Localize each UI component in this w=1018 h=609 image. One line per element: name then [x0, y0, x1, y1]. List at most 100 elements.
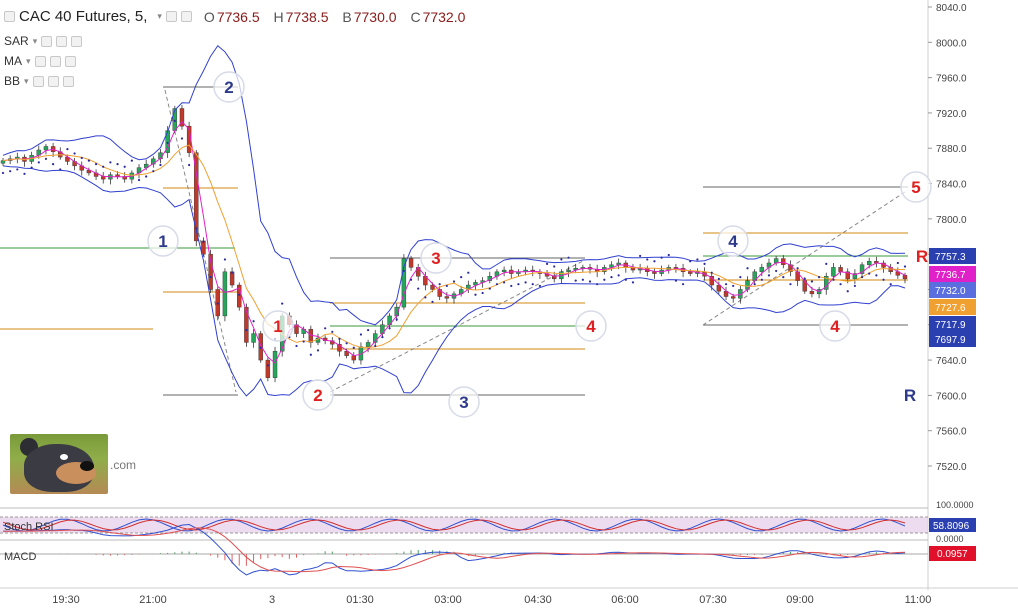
y-tick-label: 7840.0	[936, 180, 967, 191]
candle-body	[86, 170, 92, 174]
sar-dot	[223, 258, 227, 261]
candle-body	[716, 284, 722, 292]
symbol-title: CAC 40 Futures, 5,	[19, 8, 148, 25]
close-icon[interactable]	[64, 55, 76, 67]
sar-dot	[188, 163, 191, 167]
x-tick-label: 07:30	[699, 594, 727, 606]
sar-dot	[553, 265, 556, 268]
sar-dot	[259, 346, 262, 349]
chevron-down-icon[interactable]: ▾	[26, 55, 31, 66]
sar-dot	[445, 284, 448, 288]
sar-dot	[696, 258, 699, 261]
chevron-down-icon[interactable]: ▾	[157, 11, 162, 21]
sar-dot	[467, 271, 470, 274]
chevron-down-icon[interactable]: ▾	[32, 35, 38, 46]
sar-dot	[23, 172, 26, 175]
sar-dot	[245, 328, 248, 332]
close-icon[interactable]	[71, 35, 83, 47]
sar-dot	[9, 170, 12, 173]
sar-dot	[388, 327, 391, 330]
sar-dot	[474, 293, 477, 296]
eye-icon[interactable]	[41, 35, 53, 47]
candle-body	[365, 342, 371, 348]
gear-icon[interactable]	[47, 75, 59, 87]
sar-dot	[417, 287, 420, 290]
sar-dot	[503, 281, 506, 284]
candle-body	[688, 271, 693, 274]
price-label: 7757.3	[935, 252, 966, 263]
macd-value-bg	[929, 546, 976, 561]
sar-dot	[324, 327, 327, 330]
sar-dot	[116, 163, 119, 166]
close-icon[interactable]	[62, 75, 74, 87]
indicator-bb[interactable]: BB ▾	[4, 74, 74, 88]
sar-dot	[703, 262, 706, 265]
sar-dot	[452, 280, 456, 283]
candle-body	[616, 262, 621, 265]
gear-icon[interactable]	[56, 35, 68, 47]
candle-body	[344, 351, 349, 356]
sar-dot	[266, 364, 269, 367]
candle-body	[473, 282, 478, 286]
sar-dot	[409, 278, 413, 281]
sar-dot	[624, 278, 627, 281]
y-tick-label: 7600.0	[936, 391, 967, 402]
indicator-sar[interactable]: SAR ▾	[4, 34, 83, 48]
eye-icon[interactable]	[32, 75, 44, 87]
eye-icon[interactable]	[34, 55, 46, 67]
candle-body	[229, 271, 235, 286]
sar-dot	[52, 163, 55, 166]
wave-label: 3	[459, 393, 468, 412]
price-label-bg	[929, 331, 976, 347]
sar-dot	[868, 272, 871, 275]
sar-dot	[238, 293, 241, 296]
sar-dot	[488, 287, 491, 290]
price-label: 7717.9	[935, 320, 966, 331]
stoch-tick: 0.0000	[936, 534, 964, 544]
sar-dot	[617, 274, 620, 277]
wave-label: R	[916, 247, 928, 266]
wave-label-circle	[302, 379, 334, 411]
sar-dot	[603, 278, 606, 281]
sar-dot	[123, 165, 126, 168]
sar-dot	[44, 157, 48, 160]
candle-body	[0, 160, 6, 164]
wave-label: 2	[313, 386, 322, 405]
sar-dot	[596, 283, 599, 286]
gear-icon[interactable]	[49, 55, 61, 67]
x-tick-label: 21:00	[139, 594, 167, 606]
price-label: 7727.6	[935, 303, 966, 314]
price-label-bg	[929, 266, 976, 282]
sar-dot	[775, 269, 778, 273]
stoch-value-bg	[929, 518, 976, 532]
sar-dot	[137, 178, 141, 182]
sar-dot	[803, 277, 806, 280]
sar-dot	[782, 276, 785, 279]
candle-body	[272, 351, 278, 378]
wave-label-circle	[448, 386, 480, 418]
sar-dot	[903, 265, 907, 268]
chevron-down-icon[interactable]: ▾	[24, 75, 29, 86]
indicator-label: MA	[4, 54, 22, 68]
trend-line	[164, 89, 237, 393]
gear-icon[interactable]	[180, 11, 192, 22]
sar-dot	[839, 283, 842, 286]
wave-label: 2	[224, 78, 233, 97]
collapse-button[interactable]	[4, 11, 15, 22]
candle-body	[501, 269, 507, 273]
candle-body	[845, 271, 850, 280]
candle-body	[351, 355, 356, 361]
sar-dot	[646, 258, 649, 261]
candle-body	[831, 267, 836, 277]
indicator-ma[interactable]: MA ▾	[4, 54, 76, 68]
sar-dot	[1, 171, 5, 175]
sar-dot	[66, 148, 69, 151]
macd-signal-line	[2, 527, 906, 573]
eye-icon[interactable]	[165, 11, 177, 22]
y-tick-label: 7800.0	[936, 215, 967, 226]
x-tick-label: 11:00	[905, 594, 932, 606]
candle-body	[201, 240, 206, 255]
sar-dot	[667, 253, 670, 257]
wave-label: 1	[158, 232, 167, 251]
